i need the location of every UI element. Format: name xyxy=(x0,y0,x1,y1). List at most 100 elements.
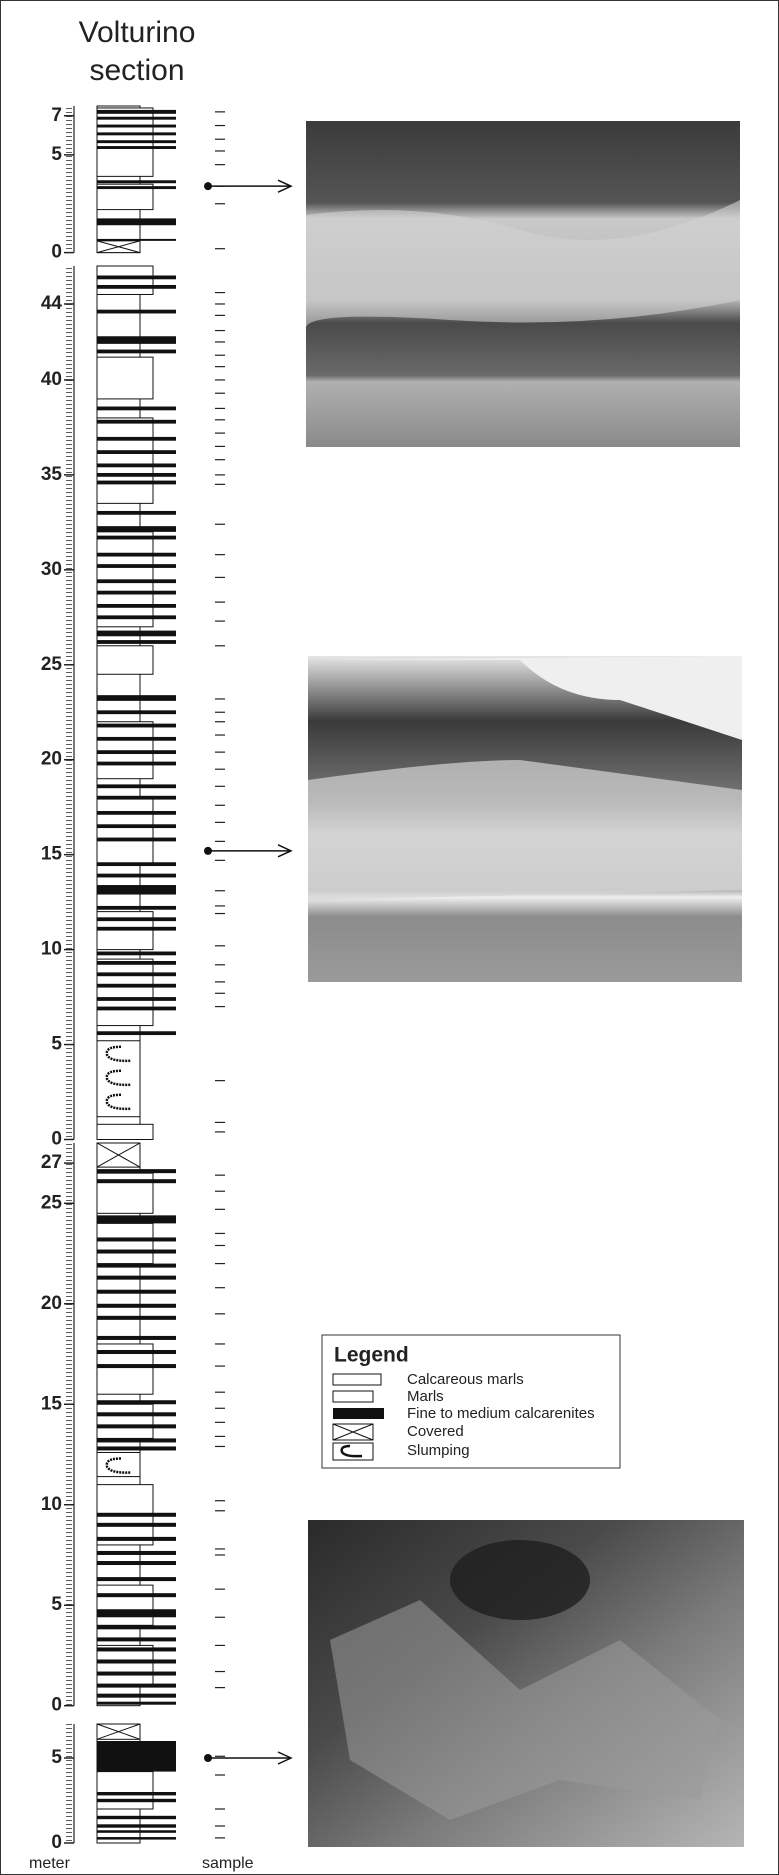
calcarenite-bed xyxy=(97,1215,176,1223)
calcareous-marl-bed xyxy=(97,646,153,674)
calcarenite-bed xyxy=(97,1577,176,1581)
calcarenite-bed xyxy=(97,579,176,583)
legend-symbol xyxy=(333,1391,373,1402)
tick-label: 10 xyxy=(41,939,62,960)
calcarenite-bed xyxy=(97,824,176,828)
calcarenite-bed xyxy=(97,750,176,754)
calcarenite-bed xyxy=(97,437,176,441)
calcarenite-bed xyxy=(97,1523,176,1527)
calcarenite-bed xyxy=(97,640,176,644)
legend-symbol xyxy=(333,1424,373,1440)
legend-title: Legend xyxy=(334,1344,409,1367)
calcarenite-bed xyxy=(97,1792,176,1795)
calcarenite-bed xyxy=(97,874,176,878)
calcarenite-bed xyxy=(97,146,176,149)
calcarenite-bed xyxy=(97,784,176,788)
figure: Legend Calcareous marls Marls Fine to me… xyxy=(0,0,779,1875)
tick-label: 35 xyxy=(41,464,63,485)
calcarenite-bed xyxy=(97,420,176,424)
calcarenite-bed xyxy=(97,1276,176,1280)
calcarenite-bed xyxy=(97,186,176,189)
ruler xyxy=(66,1724,74,1843)
calcarenite-bed xyxy=(97,473,176,477)
calcarenite-bed xyxy=(97,695,176,701)
calcareous-marl-bed xyxy=(97,1124,153,1139)
tick-label: 44 xyxy=(41,293,63,314)
calcarenite-bed xyxy=(97,1513,176,1517)
legend: Legend Calcareous marls Marls Fine to me… xyxy=(322,1335,620,1468)
tick-label: 7 xyxy=(51,105,62,126)
calcarenite-bed xyxy=(97,1625,176,1629)
calcarenite-bed xyxy=(97,906,176,910)
calcareous-marl-bed xyxy=(97,1404,153,1438)
calcarenite-bed xyxy=(97,710,176,714)
calcareous-marl-bed xyxy=(97,959,153,1025)
calcarenite-bed xyxy=(97,885,176,894)
tick-label: 0 xyxy=(51,1832,62,1853)
tick-label: 25 xyxy=(41,654,63,675)
calcarenite-bed xyxy=(97,1446,176,1450)
calcarenite-bed xyxy=(97,450,176,454)
calcarenite-bed xyxy=(97,762,176,766)
tick-label: 5 xyxy=(51,1034,62,1055)
tick-label: 5 xyxy=(51,1594,62,1615)
calcarenite-bed xyxy=(97,350,176,354)
calcarenite-bed xyxy=(97,285,176,289)
calcarenite-bed xyxy=(97,1438,176,1442)
axis-label: sample xyxy=(202,1855,254,1872)
calcareous-marl-bed xyxy=(97,1585,153,1625)
calcarenite-bed xyxy=(97,218,176,225)
calcarenite-bed xyxy=(97,591,176,595)
calcarenite-bed xyxy=(97,463,176,467)
calcarenite-bed xyxy=(97,407,176,411)
calcarenite-bed xyxy=(97,180,176,183)
calcarenite-bed xyxy=(97,1350,176,1354)
calcarenite-bed xyxy=(97,125,176,128)
legend-symbol xyxy=(333,1408,384,1419)
legend-symbol xyxy=(333,1443,373,1460)
tick-label: 20 xyxy=(41,1293,62,1314)
calcarenite-bed xyxy=(97,1169,176,1173)
calcarenite-bed xyxy=(97,1364,176,1368)
slumping-interval xyxy=(97,1041,140,1117)
legend-label: Slumping xyxy=(407,1442,470,1459)
calcarenite-bed xyxy=(97,631,176,637)
calcarenite-bed xyxy=(97,1637,176,1641)
calcarenite-bed xyxy=(97,140,176,143)
calcarenite-bed xyxy=(97,961,176,965)
calcarenite-bed xyxy=(97,1694,176,1698)
calcarenite-bed xyxy=(97,1672,176,1676)
tick-label: 5 xyxy=(51,1747,62,1768)
calcarenite-bed xyxy=(97,132,176,135)
calcareous-marl-bed xyxy=(97,357,153,399)
calcarenite-bed xyxy=(97,952,176,956)
calcarenite-bed xyxy=(97,110,176,114)
tick-label: 0 xyxy=(51,242,62,263)
calcarenite-bed xyxy=(97,1412,176,1416)
legend-label: Marls xyxy=(407,1388,444,1405)
axis-label: meter xyxy=(29,1855,71,1872)
tick-label: 30 xyxy=(41,559,62,580)
tick-label: 40 xyxy=(41,369,62,390)
calcarenite-bed xyxy=(97,1824,176,1827)
calcarenite-bed xyxy=(97,724,176,728)
calcarenite-bed xyxy=(97,1799,176,1802)
calcarenite-bed xyxy=(97,1007,176,1011)
slumping-interval xyxy=(97,1452,140,1476)
calcareous-marl-bed xyxy=(97,418,153,503)
calcarenite-bed xyxy=(97,553,176,557)
tick-label: 25 xyxy=(41,1192,63,1213)
calcarenite-bed xyxy=(97,275,176,279)
calcarenite-bed xyxy=(97,511,176,515)
calcarenite-bed xyxy=(97,1647,176,1651)
calcarenite-bed xyxy=(97,564,176,568)
tick-label: 20 xyxy=(41,749,62,770)
photo xyxy=(308,656,742,982)
calcarenite-bed xyxy=(97,1593,176,1597)
calcarenite-bed xyxy=(97,1031,176,1035)
calcarenite-bed xyxy=(97,1816,176,1819)
tick-label: 10 xyxy=(41,1494,62,1515)
photo xyxy=(306,121,740,447)
calcarenite-bed xyxy=(97,310,176,314)
tick-label: 0 xyxy=(51,1695,62,1716)
